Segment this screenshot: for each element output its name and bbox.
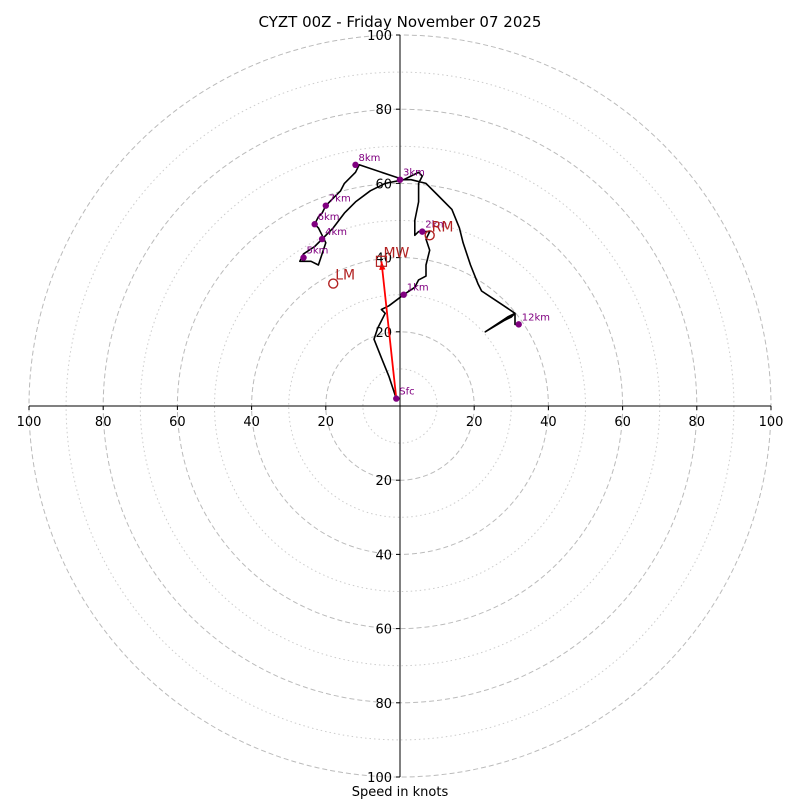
x-tick-label: 40 xyxy=(540,415,557,430)
level-label: 3km xyxy=(403,168,425,179)
level-label: 2km xyxy=(425,220,447,231)
level-label: Sfc xyxy=(399,387,414,398)
mean-wind-vector-group xyxy=(379,261,398,399)
level-marker xyxy=(300,254,307,261)
level-label: 5km xyxy=(307,246,329,257)
y-tick-label: 40 xyxy=(375,548,392,563)
level-label: 12km xyxy=(522,312,550,323)
level-marker xyxy=(322,202,329,209)
level-label: 1km xyxy=(407,283,429,294)
axes xyxy=(29,35,771,777)
height-levels: Sfc 1km 2km 3km 4km 5km 6km 7km 8km 12km xyxy=(300,153,550,402)
mean-wind-vector xyxy=(380,261,398,399)
storm-motion-label: MW xyxy=(383,245,409,261)
x-tick-label: 20 xyxy=(466,415,483,430)
x-tick-label: 60 xyxy=(169,415,186,430)
storm-motion-marker xyxy=(375,255,388,267)
storm-motion-label: LM xyxy=(335,268,355,284)
y-tick-label: 20 xyxy=(375,326,392,341)
x-tick-label: 100 xyxy=(759,415,784,430)
storm-motion-label: RM xyxy=(432,219,454,235)
level-marker xyxy=(318,235,326,243)
y-tick-label: 60 xyxy=(375,623,392,638)
y-tick-label: 100 xyxy=(367,771,392,786)
tick-labels: 100 80 60 40 20 20 40 60 80 100100806040202040608… xyxy=(17,29,784,786)
level-label: 7km xyxy=(329,194,351,205)
level-marker xyxy=(400,291,407,298)
x-tick-label: 40 xyxy=(243,415,260,430)
y-tick-label: 100 xyxy=(367,29,392,44)
x-tick-label: 80 xyxy=(689,415,706,430)
storm-motion-marker xyxy=(328,278,339,289)
level-marker xyxy=(419,228,426,235)
y-tick-label: 20 xyxy=(375,474,392,489)
level-marker xyxy=(393,395,400,402)
x-axis-label: Speed in knots xyxy=(352,785,449,800)
mean-wind-arrowhead xyxy=(379,261,386,270)
level-label: 4km xyxy=(325,227,347,238)
x-tick-label: 80 xyxy=(95,415,112,430)
storm-motion-marker xyxy=(424,230,435,241)
level-marker xyxy=(396,176,404,183)
x-tick-label: 60 xyxy=(614,415,631,430)
level-label: 8km xyxy=(358,153,380,164)
y-tick-label: 80 xyxy=(375,103,392,118)
x-tick-label: 20 xyxy=(318,415,335,430)
y-tick-label: 40 xyxy=(375,252,392,267)
chart-title: CYZT 00Z - Friday November 07 2025 xyxy=(259,13,542,31)
level-label: 6km xyxy=(318,212,340,223)
x-tick-label: 100 xyxy=(17,415,42,430)
level-marker xyxy=(352,161,359,169)
y-tick-label: 80 xyxy=(375,697,392,712)
storm-motions: RM LM MW xyxy=(328,219,454,289)
level-marker xyxy=(311,221,318,228)
level-marker xyxy=(515,321,522,328)
